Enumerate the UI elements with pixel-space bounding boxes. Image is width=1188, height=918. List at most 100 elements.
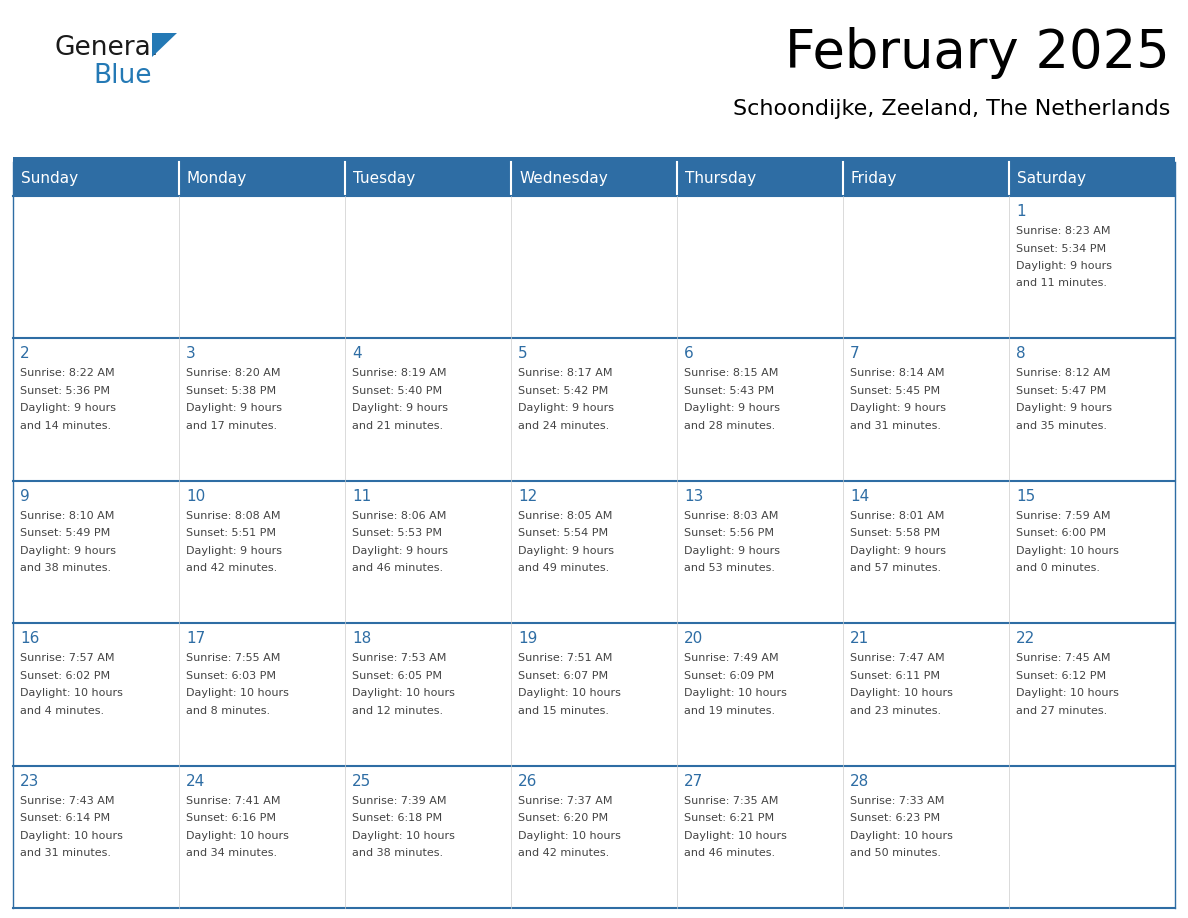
Bar <box>1009 623 1175 766</box>
Text: 4: 4 <box>352 346 361 362</box>
Bar <box>345 196 511 339</box>
Text: Daylight: 10 hours: Daylight: 10 hours <box>20 831 122 841</box>
Polygon shape <box>152 33 177 57</box>
Text: Daylight: 9 hours: Daylight: 9 hours <box>20 546 116 555</box>
Text: Daylight: 10 hours: Daylight: 10 hours <box>518 831 621 841</box>
Text: February 2025: February 2025 <box>785 27 1170 79</box>
Text: Sunset: 5:53 PM: Sunset: 5:53 PM <box>352 528 442 538</box>
Text: Sunrise: 8:23 AM: Sunrise: 8:23 AM <box>1016 226 1111 236</box>
Bar <box>345 623 511 766</box>
Bar <box>345 766 511 908</box>
Text: and 38 minutes.: and 38 minutes. <box>352 848 443 858</box>
Text: and 4 minutes.: and 4 minutes. <box>20 706 105 716</box>
Text: Daylight: 10 hours: Daylight: 10 hours <box>684 831 786 841</box>
Text: Daylight: 9 hours: Daylight: 9 hours <box>352 403 448 413</box>
Text: and 8 minutes.: and 8 minutes. <box>187 706 270 716</box>
Text: Sunset: 5:45 PM: Sunset: 5:45 PM <box>849 386 940 396</box>
Text: Sunset: 5:49 PM: Sunset: 5:49 PM <box>20 528 110 538</box>
Text: 9: 9 <box>20 488 30 504</box>
Text: and 46 minutes.: and 46 minutes. <box>352 564 443 574</box>
Bar <box>511 481 677 623</box>
Bar <box>677 481 843 623</box>
Text: Sunrise: 7:41 AM: Sunrise: 7:41 AM <box>187 796 280 806</box>
Text: 3: 3 <box>187 346 196 362</box>
Bar <box>511 196 677 339</box>
Text: and 0 minutes.: and 0 minutes. <box>1016 564 1100 574</box>
Bar <box>511 339 677 481</box>
Bar <box>179 162 345 196</box>
Text: Sunrise: 7:51 AM: Sunrise: 7:51 AM <box>518 654 612 663</box>
Text: Thursday: Thursday <box>685 172 756 186</box>
Bar <box>1009 162 1175 196</box>
Text: and 17 minutes.: and 17 minutes. <box>187 420 277 431</box>
Text: 2: 2 <box>20 346 30 362</box>
Text: Sunrise: 8:03 AM: Sunrise: 8:03 AM <box>684 510 778 521</box>
Text: Sunset: 6:21 PM: Sunset: 6:21 PM <box>684 813 775 823</box>
Text: and 19 minutes.: and 19 minutes. <box>684 706 775 716</box>
Text: Sunrise: 8:10 AM: Sunrise: 8:10 AM <box>20 510 114 521</box>
Bar <box>13 481 179 623</box>
Text: Sunset: 5:38 PM: Sunset: 5:38 PM <box>187 386 276 396</box>
Bar <box>13 162 179 196</box>
Bar <box>13 623 179 766</box>
Text: Sunrise: 7:57 AM: Sunrise: 7:57 AM <box>20 654 114 663</box>
Text: Sunset: 6:07 PM: Sunset: 6:07 PM <box>518 671 608 681</box>
Text: Sunset: 6:11 PM: Sunset: 6:11 PM <box>849 671 940 681</box>
Text: 24: 24 <box>187 774 206 789</box>
Bar <box>179 766 345 908</box>
Text: Sunrise: 8:20 AM: Sunrise: 8:20 AM <box>187 368 280 378</box>
Text: Daylight: 10 hours: Daylight: 10 hours <box>849 831 953 841</box>
Text: Sunrise: 8:17 AM: Sunrise: 8:17 AM <box>518 368 613 378</box>
Text: Sunday: Sunday <box>21 172 78 186</box>
Text: 7: 7 <box>849 346 860 362</box>
Text: Daylight: 10 hours: Daylight: 10 hours <box>518 688 621 699</box>
Text: Sunrise: 7:49 AM: Sunrise: 7:49 AM <box>684 654 778 663</box>
Text: Daylight: 9 hours: Daylight: 9 hours <box>1016 403 1112 413</box>
Text: and 50 minutes.: and 50 minutes. <box>849 848 941 858</box>
Text: 13: 13 <box>684 488 703 504</box>
Text: and 42 minutes.: and 42 minutes. <box>518 848 609 858</box>
Text: Sunrise: 8:15 AM: Sunrise: 8:15 AM <box>684 368 778 378</box>
Bar <box>13 766 179 908</box>
Text: 18: 18 <box>352 632 371 646</box>
Text: Sunset: 5:40 PM: Sunset: 5:40 PM <box>352 386 442 396</box>
Bar <box>179 339 345 481</box>
Text: Daylight: 9 hours: Daylight: 9 hours <box>849 546 946 555</box>
Text: and 15 minutes.: and 15 minutes. <box>518 706 609 716</box>
Bar <box>511 766 677 908</box>
Text: Schoondijke, Zeeland, The Netherlands: Schoondijke, Zeeland, The Netherlands <box>733 99 1170 119</box>
Text: and 31 minutes.: and 31 minutes. <box>20 848 110 858</box>
Text: Sunrise: 8:08 AM: Sunrise: 8:08 AM <box>187 510 280 521</box>
Text: and 14 minutes.: and 14 minutes. <box>20 420 112 431</box>
Text: Daylight: 9 hours: Daylight: 9 hours <box>187 403 282 413</box>
Text: Sunset: 5:42 PM: Sunset: 5:42 PM <box>518 386 608 396</box>
Text: Sunrise: 8:14 AM: Sunrise: 8:14 AM <box>849 368 944 378</box>
Text: and 49 minutes.: and 49 minutes. <box>518 564 609 574</box>
Text: Sunset: 5:43 PM: Sunset: 5:43 PM <box>684 386 775 396</box>
Text: Daylight: 10 hours: Daylight: 10 hours <box>20 688 122 699</box>
Bar <box>13 157 1175 162</box>
Text: 11: 11 <box>352 488 371 504</box>
Text: and 12 minutes.: and 12 minutes. <box>352 706 443 716</box>
Bar <box>1009 481 1175 623</box>
Text: Friday: Friday <box>851 172 897 186</box>
Text: Sunset: 5:51 PM: Sunset: 5:51 PM <box>187 528 276 538</box>
Bar <box>677 196 843 339</box>
Text: and 38 minutes.: and 38 minutes. <box>20 564 112 574</box>
Text: Sunrise: 8:01 AM: Sunrise: 8:01 AM <box>849 510 944 521</box>
Text: 8: 8 <box>1016 346 1025 362</box>
Text: Sunset: 5:34 PM: Sunset: 5:34 PM <box>1016 243 1106 253</box>
Bar <box>179 481 345 623</box>
Text: Sunset: 6:18 PM: Sunset: 6:18 PM <box>352 813 442 823</box>
Text: and 53 minutes.: and 53 minutes. <box>684 564 775 574</box>
Text: Sunrise: 7:39 AM: Sunrise: 7:39 AM <box>352 796 447 806</box>
Text: Sunrise: 7:33 AM: Sunrise: 7:33 AM <box>849 796 944 806</box>
Text: 26: 26 <box>518 774 537 789</box>
Text: and 46 minutes.: and 46 minutes. <box>684 848 775 858</box>
Bar <box>511 623 677 766</box>
Text: 23: 23 <box>20 774 39 789</box>
Text: and 27 minutes.: and 27 minutes. <box>1016 706 1107 716</box>
Text: 16: 16 <box>20 632 39 646</box>
Text: Sunset: 6:12 PM: Sunset: 6:12 PM <box>1016 671 1106 681</box>
Bar <box>677 766 843 908</box>
